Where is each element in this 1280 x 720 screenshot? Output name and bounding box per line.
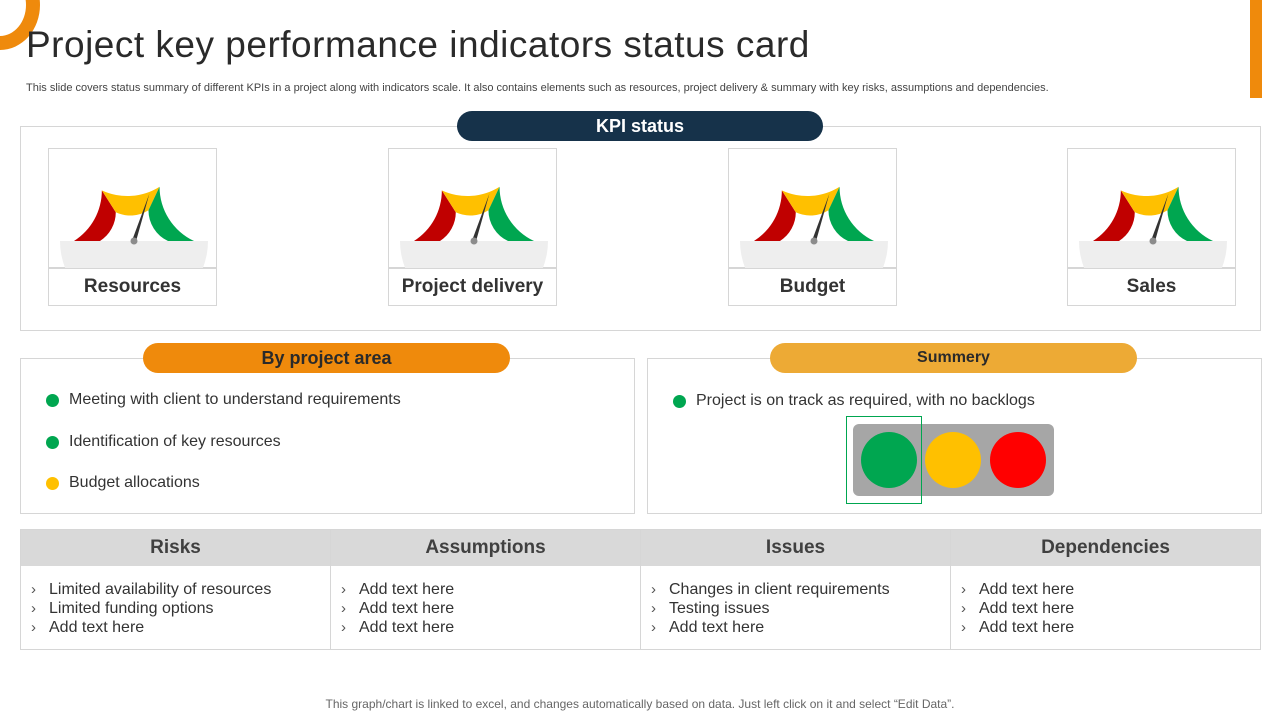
area-item-text: Budget allocations xyxy=(69,474,200,491)
table-header: Dependencies xyxy=(951,530,1260,566)
table-list-item: › Testing issues xyxy=(651,600,770,617)
table-list-item: › Add text here xyxy=(341,581,455,598)
table-list-item: › Add text here xyxy=(341,619,455,636)
footer-note: This graph/chart is linked to excel, and… xyxy=(325,697,955,711)
gauge-label-budget: Budget xyxy=(728,268,897,306)
status-dot-icon xyxy=(46,393,59,407)
table-list-item: › Add text here xyxy=(961,581,1075,598)
speedometer-icon xyxy=(1079,186,1227,269)
page-subtitle: This slide covers status summary of diff… xyxy=(26,82,1049,94)
gauge-label-project-delivery: Project delivery xyxy=(388,268,557,306)
area-item: Budget allocations xyxy=(46,474,200,492)
table-list-item: › Limited funding options xyxy=(31,600,214,617)
active-light-highlight xyxy=(846,416,922,504)
table-list-item: › Add text here xyxy=(961,619,1075,636)
area-item: Identification of key resources xyxy=(46,433,281,451)
chevron-right-icon: › xyxy=(341,581,346,598)
gauge-budget xyxy=(728,148,897,269)
table-list-item: › Add text here xyxy=(961,600,1075,617)
table-column-assumptions: Assumptions › Add text here › Add text her… xyxy=(331,530,641,649)
chevron-right-icon: › xyxy=(31,581,36,598)
table-list-item: › Add text here xyxy=(31,619,145,636)
chevron-right-icon: › xyxy=(341,600,346,617)
gauge-project-delivery xyxy=(388,148,557,269)
risk-table: Risks › Limited availability of resources… xyxy=(20,529,1261,650)
table-header: Assumptions xyxy=(331,530,640,566)
table-list-item: › Add text here xyxy=(341,600,455,617)
chevron-right-icon: › xyxy=(31,619,36,636)
area-item-text: Identification of key resources xyxy=(69,433,281,450)
area-item-text: Meeting with client to understand requir… xyxy=(69,391,401,408)
chevron-right-icon: › xyxy=(31,600,36,617)
gauge-sales xyxy=(1067,148,1236,269)
gauge-label-resources: Resources xyxy=(48,268,217,306)
chevron-right-icon: › xyxy=(341,619,346,636)
kpi-status-heading: KPI status xyxy=(457,111,823,141)
speedometer-icon xyxy=(60,186,208,269)
summary-heading: Summery xyxy=(770,343,1137,373)
chevron-right-icon: › xyxy=(651,581,656,598)
chevron-right-icon: › xyxy=(961,581,966,598)
table-list-item: › Add text here xyxy=(651,619,765,636)
accent-bar xyxy=(1250,0,1262,98)
chevron-right-icon: › xyxy=(961,600,966,617)
chevron-right-icon: › xyxy=(651,600,656,617)
table-header: Risks xyxy=(21,530,330,566)
speedometer-icon xyxy=(740,186,888,269)
table-header: Issues xyxy=(641,530,950,566)
summary-text: Project is on track as required, with no… xyxy=(696,392,1035,409)
chevron-right-icon: › xyxy=(651,619,656,636)
status-dot-icon xyxy=(46,435,59,449)
table-column-risks: Risks › Limited availability of resources… xyxy=(21,530,331,649)
chevron-right-icon: › xyxy=(961,619,966,636)
green-light-icon xyxy=(861,432,917,488)
status-dot-icon xyxy=(46,476,59,490)
page-title: Project key performance indicators statu… xyxy=(26,24,810,65)
table-list-item: › Changes in client requirements xyxy=(651,581,890,598)
speedometer-icon xyxy=(400,186,548,269)
status-dot-icon xyxy=(673,394,686,408)
gauge-resources xyxy=(48,148,217,269)
summary-item: Project is on track as required, with no… xyxy=(673,392,1035,410)
table-column-dependencies: Dependencies › Add text here › Add text he… xyxy=(951,530,1260,649)
project-area-panel xyxy=(20,358,635,514)
table-list-item: › Limited availability of resources xyxy=(31,581,272,598)
project-area-heading: By project area xyxy=(143,343,510,373)
table-column-issues: Issues › Changes in client requirements ›… xyxy=(641,530,951,649)
area-item: Meeting with client to understand requir… xyxy=(46,391,401,409)
kpi-status-panel xyxy=(20,126,1261,331)
yellow-light-icon xyxy=(925,432,981,488)
gauge-label-sales: Sales xyxy=(1067,268,1236,306)
red-light-icon xyxy=(990,432,1046,488)
